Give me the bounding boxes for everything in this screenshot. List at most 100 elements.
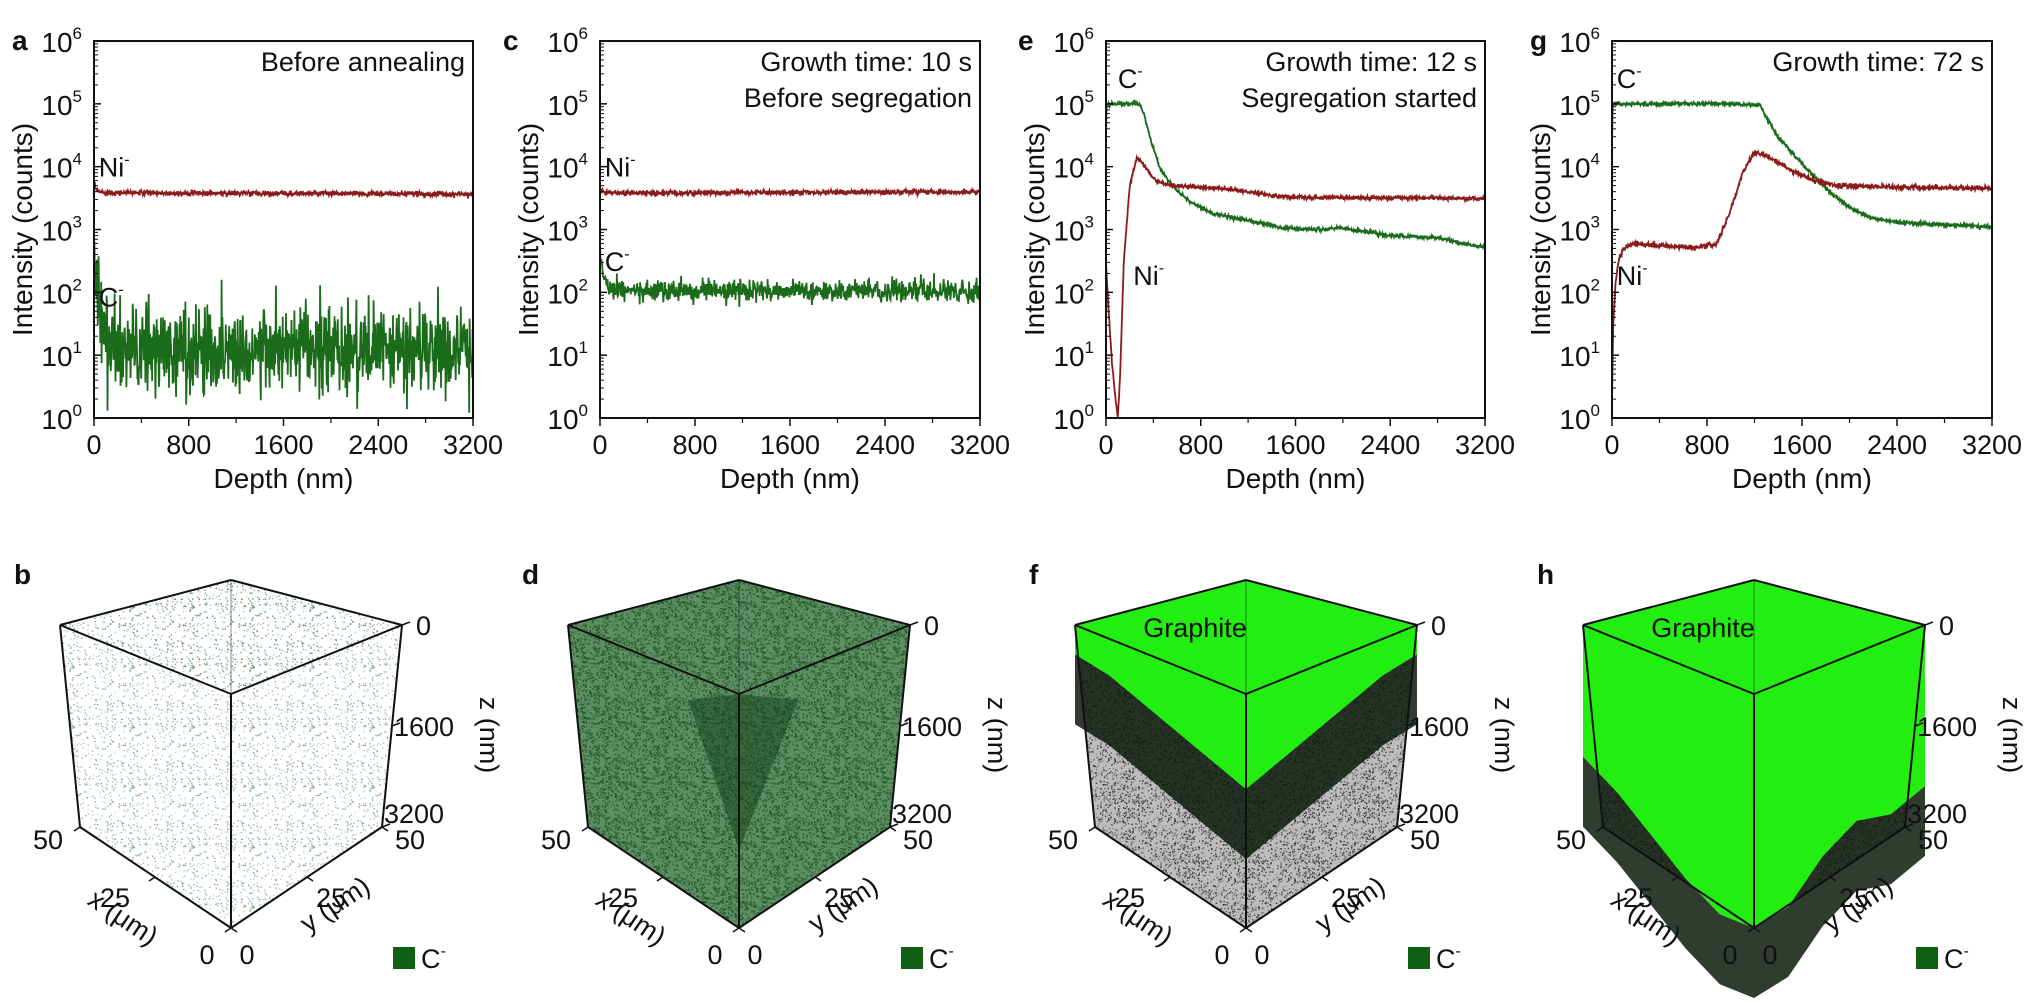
y-tick-label: 106 — [41, 24, 82, 58]
cube-shading — [688, 694, 798, 850]
cube-edge — [1582, 624, 1755, 695]
annotation-text: Growth time: 72 s — [1772, 47, 1984, 77]
y-tick-label: 101 — [1559, 338, 1600, 372]
x-tick-label: 2400 — [1867, 430, 1927, 460]
panel-label: b — [14, 559, 31, 590]
cube-edge — [738, 624, 911, 695]
legend-label: C- — [421, 943, 446, 974]
graphite-label: Graphite — [1651, 613, 1755, 643]
x-tick-label: 50 — [33, 825, 63, 855]
y-axis-label: y (μm) — [295, 871, 376, 939]
x-tick — [1747, 927, 1755, 933]
y-tick-label: 25 — [316, 883, 346, 913]
x-tick-label: 800 — [1178, 430, 1223, 460]
chart-panel-c: c 100 101 102 103 104 105 106 0 800 1600 2400 3200 De… — [503, 24, 1010, 494]
cube-edge — [567, 624, 740, 695]
x-tick-label: 3200 — [1962, 430, 2022, 460]
z-tick-label: 0 — [1431, 611, 1446, 641]
graphite-label: Graphite — [1143, 613, 1247, 643]
x-tick-label: 1600 — [1265, 430, 1325, 460]
carbon-dark-band-right — [1754, 785, 1925, 998]
series-label-ni: Ni- — [1133, 260, 1164, 291]
y-tick-label: 106 — [547, 24, 588, 58]
z-axis-label: z (nm) — [982, 697, 1012, 774]
cube-edge — [230, 624, 403, 695]
panel-label: a — [12, 25, 28, 56]
x-tick-label: 1600 — [1772, 430, 1832, 460]
panel-label: h — [1537, 559, 1554, 590]
series-label-ni: Ni- — [1617, 260, 1648, 291]
z-tick-label: 0 — [416, 611, 431, 641]
z-tick-label: 1600 — [1409, 712, 1469, 742]
y-tick-label: 102 — [41, 275, 82, 309]
annotation-text: Before segregation — [744, 83, 972, 113]
y-tick-label: 50 — [1918, 825, 1948, 855]
series-label-c: C- — [99, 281, 124, 312]
z-tick-label: 1600 — [394, 712, 454, 742]
x-tick-label: 800 — [672, 430, 717, 460]
y-tick-label: 103 — [547, 213, 588, 247]
series-line-ni — [1611, 148, 1993, 401]
chart-panel-a: a 100 101 102 103 104 105 106 0 800 1600 2400 3200 De… — [7, 24, 503, 494]
chart-panel-e: e 100 101 102 103 104 105 106 0 800 1600 2400 3200 De… — [1018, 24, 1515, 494]
series-label-ni: Ni- — [99, 151, 130, 182]
legend-swatch — [1916, 947, 1938, 969]
chart-panel-g: g 100 101 102 103 104 105 106 0 800 1600 2400 3200 De… — [1525, 24, 2022, 494]
z-tick — [381, 823, 391, 828]
x-tick-label: 3200 — [950, 430, 1010, 460]
x-tick — [1163, 876, 1171, 882]
series-line-c — [93, 238, 474, 413]
y-tick — [889, 826, 897, 832]
cube-edge — [738, 579, 911, 626]
series-line-c — [1611, 99, 1993, 231]
x-tick — [73, 826, 81, 832]
cube-edge — [1074, 624, 1247, 695]
x-tick-label: 0 — [86, 430, 101, 460]
legend-label: C- — [1436, 943, 1461, 974]
z-tick-label: 1600 — [902, 712, 962, 742]
y-axis-label: Intensity (counts) — [1019, 123, 1050, 336]
z-tick-label: 0 — [924, 611, 939, 641]
z-tick — [391, 722, 401, 727]
z-tick — [401, 621, 411, 626]
z-axis-label: z (nm) — [1997, 697, 2027, 774]
z-axis-label: z (nm) — [474, 697, 504, 774]
z-tick — [1914, 722, 1924, 727]
x-tick-label: 25 — [608, 883, 638, 913]
x-tick-label: 3200 — [443, 430, 503, 460]
legend-swatch — [393, 947, 415, 969]
y-tick-label: 103 — [1559, 213, 1600, 247]
cube-edge — [230, 826, 383, 929]
y-tick-label: 25 — [1839, 883, 1869, 913]
y-tick-label: 0 — [1762, 940, 1777, 970]
y-tick — [230, 927, 238, 933]
panel-label: g — [1530, 25, 1547, 56]
cube-edge — [738, 826, 891, 929]
series-label-c: C- — [1118, 63, 1143, 94]
x-tick-label: 800 — [1684, 430, 1729, 460]
y-tick-label: 100 — [41, 401, 82, 435]
z-tick — [899, 722, 909, 727]
graphite-right — [1754, 625, 1925, 928]
annotation-text: Growth time: 12 s — [1265, 47, 1477, 77]
x-tick-label: 800 — [166, 430, 211, 460]
graphite-front — [1075, 625, 1246, 790]
x-tick-label: 50 — [541, 825, 571, 855]
series-line-ni — [599, 186, 981, 199]
y-tick-label: 106 — [1053, 24, 1094, 58]
y-tick-label: 0 — [239, 940, 254, 970]
x-tick-label: 50 — [1556, 825, 1586, 855]
cube-edge — [587, 826, 740, 929]
x-tick-label: 0 — [199, 940, 214, 970]
x-tick-label: 0 — [1098, 430, 1113, 460]
cube-edge — [1582, 579, 1755, 626]
z-tick-label: 3200 — [1399, 799, 1459, 829]
cube-face — [60, 625, 231, 928]
cube-edge — [230, 579, 403, 626]
x-tick-label: 3200 — [1455, 430, 1515, 460]
y-tick — [1904, 826, 1912, 832]
y-tick — [306, 876, 314, 882]
y-tick-label: 100 — [1053, 401, 1094, 435]
y-tick-label: 101 — [41, 338, 82, 372]
y-tick — [1829, 876, 1837, 882]
